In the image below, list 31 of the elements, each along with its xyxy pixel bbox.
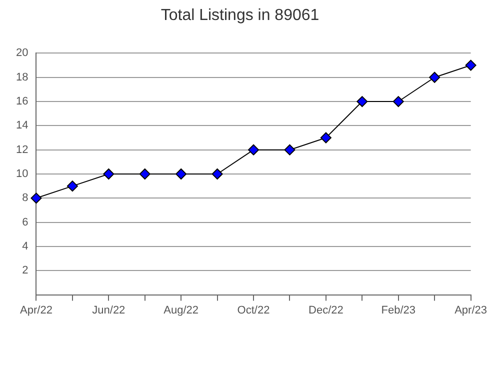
- point: [356, 96, 368, 108]
- y-tick-label: 2: [22, 264, 28, 277]
- y-tick-label: 8: [22, 192, 28, 204]
- x-tick-label: Feb/23: [381, 304, 416, 316]
- point: [30, 192, 42, 204]
- point: [66, 180, 78, 192]
- x-tick-label: Aug/22: [164, 304, 199, 316]
- y-tick-label: 14: [16, 120, 28, 132]
- x-tick-label: Oct/22: [237, 304, 270, 316]
- y-tick-label: 4: [22, 240, 28, 253]
- point: [103, 168, 114, 180]
- point: [139, 168, 150, 180]
- point: [212, 168, 223, 180]
- point: [284, 144, 296, 156]
- x-tick-label: Apr/23: [454, 304, 488, 316]
- y-tick-label: 18: [16, 71, 28, 84]
- point: [176, 168, 187, 180]
- x-tick-label: Apr/22: [20, 304, 52, 316]
- y-tick-label: 12: [16, 144, 28, 156]
- y-tick-label: 10: [16, 168, 28, 180]
- y-tick-label: 20: [16, 47, 28, 60]
- y-tick-label: 16: [16, 96, 28, 108]
- x-tick-label: Dec/22: [308, 304, 344, 316]
- x-tick-label: Jun/22: [92, 304, 126, 316]
- chart-title: Total Listings in 89061: [160, 7, 320, 24]
- point: [465, 60, 476, 71]
- point: [248, 144, 260, 156]
- y-tick-label: 6: [22, 216, 28, 228]
- point: [429, 72, 440, 83]
- point: [320, 132, 332, 144]
- point: [392, 96, 404, 108]
